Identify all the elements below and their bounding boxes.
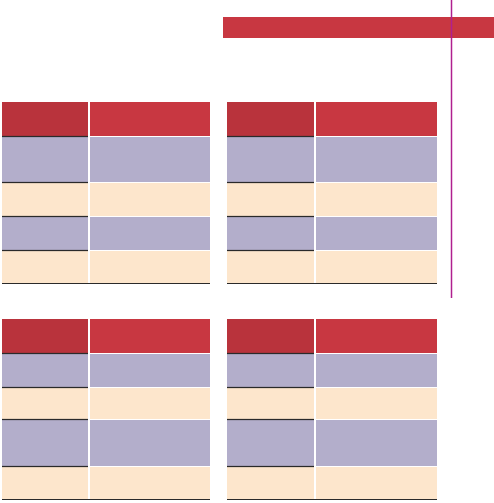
- table-cell: [90, 466, 210, 500]
- table-cell: [90, 387, 210, 419]
- table-cell: [2, 136, 88, 182]
- table-cell: [2, 466, 88, 500]
- table-cell: [227, 136, 314, 182]
- table-cell: [90, 136, 210, 182]
- table-cell: [90, 353, 210, 387]
- table-cell: [2, 387, 88, 419]
- table-cell: [227, 419, 314, 466]
- table-cell: [227, 466, 314, 500]
- table-header-cell: [227, 102, 314, 136]
- table-cell: [227, 353, 314, 387]
- table-cell: [227, 216, 314, 250]
- table-cell: [316, 353, 437, 387]
- table-cell: [316, 216, 437, 250]
- table-cell: [227, 387, 314, 419]
- table-cell: [90, 419, 210, 466]
- table-cell: [2, 419, 88, 466]
- table-cell: [316, 250, 437, 284]
- table-cell: [90, 216, 210, 250]
- table-cell: [316, 466, 437, 500]
- table-header-cell: [2, 102, 88, 136]
- table-cell: [316, 419, 437, 466]
- table-cell: [316, 136, 437, 182]
- table-cell: [90, 250, 210, 284]
- table-header-cell: [316, 319, 437, 353]
- table-cell: [2, 216, 88, 250]
- top-banner: [223, 17, 494, 38]
- table-cell: [90, 182, 210, 216]
- table-header-cell: [90, 319, 210, 353]
- table-header-cell: [316, 102, 437, 136]
- table-cell: [227, 250, 314, 284]
- table-cell: [2, 250, 88, 284]
- table-cell: [316, 182, 437, 216]
- table-cell: [2, 353, 88, 387]
- table-cell: [316, 387, 437, 419]
- table-cell: [227, 182, 314, 216]
- table-header-cell: [90, 102, 210, 136]
- table-header-cell: [227, 319, 314, 353]
- table-cell: [2, 182, 88, 216]
- table-header-cell: [2, 319, 88, 353]
